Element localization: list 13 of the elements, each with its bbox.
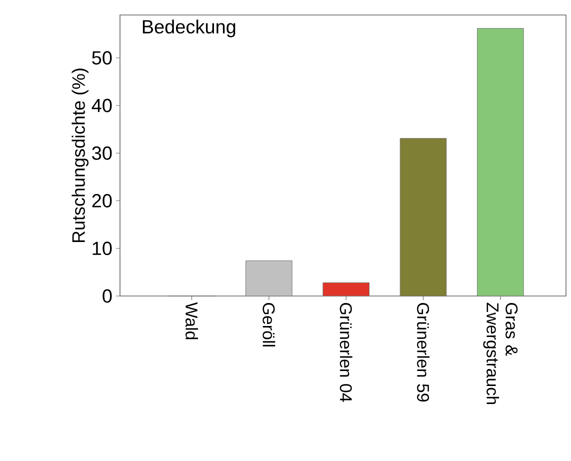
y-tick-label: 0 (102, 289, 112, 303)
chart-title: Bedeckung (142, 20, 236, 38)
x-tick-label: Grünerlen 04 (340, 303, 352, 402)
x-tick-label: Geröll (262, 303, 276, 346)
y-tick-label: 10 (92, 242, 112, 256)
x-tick-label: Grünerlen 59 (417, 303, 430, 402)
y-tick-label: 40 (92, 98, 112, 112)
x-tick-label: Gras & Zwergstrauch (483, 302, 518, 404)
x-tick-label: Wald (186, 302, 198, 340)
y-tick-label: 30 (92, 146, 112, 160)
y-tick-label: 20 (92, 194, 112, 208)
y-tick-label: 50 (92, 51, 112, 65)
y-axis-title: Rutschungsdichte (%) (72, 68, 89, 242)
